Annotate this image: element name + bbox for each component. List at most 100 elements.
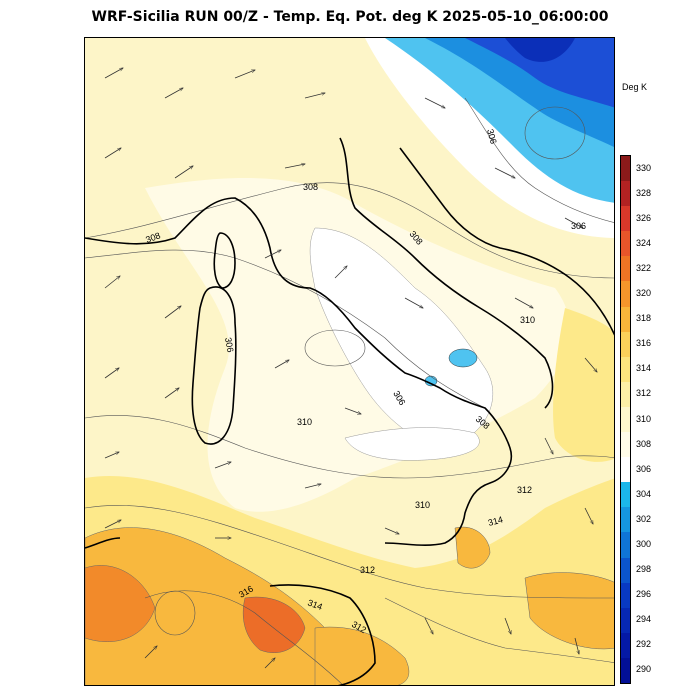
wind-arrow xyxy=(264,658,275,669)
yellow-east xyxy=(553,308,614,462)
contour-line xyxy=(85,182,614,279)
italy-coastline xyxy=(85,197,512,546)
navy-zone xyxy=(505,38,575,62)
contour-label: 306 xyxy=(223,337,235,354)
orange-ionian xyxy=(314,626,410,685)
blue-blob-1 xyxy=(448,348,478,368)
orange-calabria xyxy=(454,526,491,569)
balkan-coast xyxy=(399,147,614,336)
contour-line xyxy=(304,329,366,367)
wind-arrow xyxy=(344,407,361,414)
corsica xyxy=(213,232,236,289)
wind-arrow xyxy=(164,306,181,319)
adriatic-coast xyxy=(339,137,554,409)
colorbar-segment xyxy=(621,457,630,483)
contour-line xyxy=(85,505,614,599)
colorbar-tick-label: 310 xyxy=(636,413,652,424)
orange-sicily xyxy=(85,565,156,642)
wind-arrow xyxy=(164,88,183,99)
contour-lines xyxy=(85,97,614,685)
contour-label: 306 xyxy=(485,128,499,145)
colorbar-segment xyxy=(621,156,630,182)
wind-arrow xyxy=(104,452,119,459)
colorbar-segment xyxy=(621,331,630,358)
colorbar-segment xyxy=(621,657,630,684)
wind-arrow xyxy=(334,266,347,279)
colorbar-tick-label: 318 xyxy=(636,313,652,324)
colorbar-segment xyxy=(621,181,630,207)
colorbar-segment xyxy=(621,281,630,308)
contour-label: 308 xyxy=(303,182,318,192)
contour-label: 310 xyxy=(520,315,535,325)
wind-arrow xyxy=(144,646,157,659)
wind-arrow xyxy=(574,637,579,654)
blue-dark-zone xyxy=(465,38,614,108)
colorbar-segment xyxy=(621,231,630,257)
wind-arrow xyxy=(164,388,179,399)
colorbar-tick-label: 304 xyxy=(636,488,652,499)
contour-label: 314 xyxy=(306,597,324,612)
colorbar-segment xyxy=(621,406,630,433)
contour-label: 306 xyxy=(571,221,586,231)
colorbar-segment xyxy=(621,632,630,659)
map-svg: 306 306 308 308 308 306 310 310 306 308 … xyxy=(85,38,614,685)
wind-arrow xyxy=(104,368,119,379)
contour-line xyxy=(85,415,614,479)
coastlines xyxy=(85,137,614,685)
chart-title: WRF-Sicilia RUN 00/Z - Temp. Eq. Pot. de… xyxy=(91,9,609,25)
colorbar-tick-label: 300 xyxy=(636,538,652,549)
wind-arrow xyxy=(284,164,305,169)
colorbar-tick-label: 308 xyxy=(636,438,652,449)
wind-arrow xyxy=(304,484,321,489)
wind-arrows xyxy=(104,68,597,669)
colorbar-tick-label: 302 xyxy=(636,513,652,524)
wind-arrow xyxy=(104,148,121,159)
colorbar-tick-label: 294 xyxy=(636,614,652,625)
colorbar-segment xyxy=(621,557,630,584)
colorbar-segment xyxy=(621,532,630,559)
colorbar-tick-label: 320 xyxy=(636,288,652,299)
colorbar-tick-label: 314 xyxy=(636,363,652,374)
wind-arrow xyxy=(264,250,281,259)
wind-arrow xyxy=(174,166,193,179)
contour-line xyxy=(154,590,196,636)
colorbar-tick-label: 326 xyxy=(636,212,652,223)
contour-label: 308 xyxy=(144,230,162,245)
colorbar-tick-label: 324 xyxy=(636,237,652,248)
wind-arrow xyxy=(214,462,231,469)
contour-line xyxy=(85,249,486,409)
colorbar-tick-label: 306 xyxy=(636,463,652,474)
colorbar-segment xyxy=(621,206,630,232)
wind-arrow xyxy=(584,357,597,372)
orange-southeast xyxy=(524,572,614,650)
colorbar-segment xyxy=(621,381,630,408)
white-band-south xyxy=(344,427,480,461)
wind-arrow xyxy=(514,297,533,308)
wind-arrow xyxy=(304,93,325,99)
colorbar-tick-label: 312 xyxy=(636,388,652,399)
colorbar-tick-label: 292 xyxy=(636,639,652,650)
contour-label: 310 xyxy=(415,500,430,510)
colorbar-units: Deg K xyxy=(622,82,648,92)
map-plot-area: 306 306 308 308 308 306 310 310 306 308 … xyxy=(84,37,615,686)
tunisia-coast xyxy=(85,537,121,549)
wind-arrow xyxy=(104,68,123,79)
wind-arrow xyxy=(424,617,433,634)
colorbar-segment xyxy=(621,256,630,282)
contour-label: 314 xyxy=(487,514,504,528)
colorbar-segment xyxy=(621,507,630,533)
wind-arrow xyxy=(584,507,593,524)
colorbar-segment xyxy=(621,356,630,383)
wind-arrow xyxy=(404,297,423,308)
colorbar-segment xyxy=(621,607,630,634)
red-orange-sicily xyxy=(242,596,306,654)
sicily xyxy=(269,584,376,685)
colorbar-tick-label: 298 xyxy=(636,564,652,575)
wind-arrow xyxy=(104,276,120,289)
contour-line xyxy=(464,97,614,223)
colorbar xyxy=(620,155,631,684)
colorbar-segment xyxy=(621,306,630,333)
colorbar-segment xyxy=(621,482,630,508)
contour-line xyxy=(384,597,614,663)
colorbar-tick-label: 296 xyxy=(636,589,652,600)
